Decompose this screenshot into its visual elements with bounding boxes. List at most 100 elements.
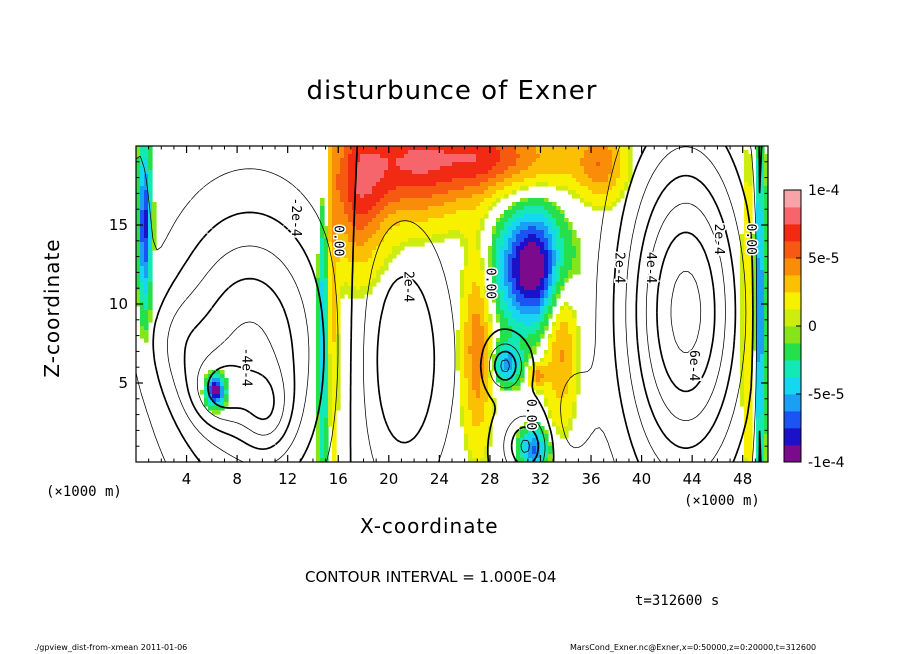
fill-cell	[756, 286, 765, 291]
fill-cell	[336, 310, 341, 315]
fill-cell	[544, 434, 549, 439]
fill-cell	[336, 394, 341, 399]
colorbar-swatch	[784, 445, 801, 463]
fill-cell	[224, 402, 229, 407]
fill-cell	[756, 214, 765, 219]
fill-cell	[504, 374, 513, 379]
x-tick-label: 36	[581, 470, 600, 488]
fill-cell	[616, 182, 625, 187]
fill-cell	[560, 270, 569, 275]
fill-cell	[472, 418, 485, 423]
fill-cell	[468, 242, 477, 247]
fill-cell	[520, 362, 525, 367]
fill-cell	[552, 226, 561, 231]
fill-cell	[316, 274, 321, 279]
fill-cell	[488, 346, 493, 351]
fill-cell	[748, 458, 753, 462]
fill-cell	[548, 442, 553, 447]
fill-cell	[324, 422, 329, 427]
fill-cell	[400, 242, 425, 247]
fill-cell	[476, 246, 481, 251]
fill-cell	[552, 330, 557, 335]
fill-cell	[348, 234, 373, 239]
fill-cell	[764, 454, 768, 459]
fill-cell	[532, 446, 537, 451]
fill-cell	[560, 350, 565, 355]
fill-cell	[484, 314, 489, 319]
fill-cell	[552, 254, 557, 259]
fill-cell	[328, 238, 333, 243]
fill-cell	[444, 202, 481, 207]
fill-cell	[484, 418, 493, 423]
fill-cell	[624, 182, 629, 187]
fill-cell	[136, 274, 141, 279]
fill-cell	[528, 374, 533, 379]
fill-cell	[764, 386, 768, 391]
fill-cell	[464, 254, 469, 259]
fill-cell	[212, 410, 221, 415]
fill-cell	[764, 250, 768, 255]
fill-cell	[320, 250, 325, 255]
fill-cell	[576, 374, 581, 379]
fill-cell	[468, 402, 485, 407]
fill-cell	[576, 250, 581, 255]
fill-cell	[756, 318, 765, 323]
fill-cell	[320, 346, 325, 351]
fill-cell	[516, 374, 525, 379]
fill-cell	[316, 338, 321, 343]
fill-cell	[492, 246, 497, 251]
fill-cell	[332, 402, 337, 407]
fill-cell	[512, 302, 521, 307]
fill-cell	[740, 306, 745, 311]
fill-cell	[140, 202, 145, 207]
fill-cell	[548, 298, 553, 303]
fill-cell	[756, 358, 761, 363]
fill-cell	[544, 454, 549, 459]
fill-cell	[492, 270, 497, 275]
fill-cell	[488, 434, 493, 439]
fill-cell	[324, 338, 329, 343]
fill-cell	[460, 422, 465, 427]
fill-cell	[152, 234, 157, 239]
fill-cell	[520, 198, 529, 203]
fill-cell	[600, 162, 613, 167]
fill-cell	[464, 362, 473, 367]
fill-cell	[488, 314, 493, 319]
fill-cell	[500, 282, 505, 287]
fill-cell	[328, 258, 333, 263]
fill-cell	[356, 178, 381, 183]
fill-cell	[148, 254, 153, 259]
fill-cell	[572, 242, 581, 247]
fill-cell	[324, 334, 329, 339]
colorbar-swatch	[784, 241, 801, 259]
fill-cell	[336, 314, 341, 319]
fill-cell	[528, 446, 533, 451]
fill-cell	[316, 426, 321, 431]
fill-cell	[440, 166, 493, 171]
fill-cell	[144, 266, 149, 271]
fill-cell	[336, 378, 341, 383]
fill-cell	[148, 230, 153, 235]
fill-cell	[484, 406, 493, 411]
fill-cell	[564, 262, 573, 267]
fill-cell	[500, 154, 521, 159]
y-tick-label: 15	[109, 216, 128, 234]
fill-cell	[756, 422, 765, 427]
fill-cell	[524, 442, 529, 447]
fill-cell	[136, 178, 141, 183]
fill-cell	[368, 282, 377, 287]
fill-cell	[544, 286, 549, 291]
fill-cell	[460, 242, 469, 247]
fill-cell	[320, 254, 325, 259]
fill-cell	[744, 354, 753, 359]
fill-cell	[552, 282, 557, 287]
fill-cell	[556, 430, 569, 435]
fill-cell	[384, 238, 409, 243]
fill-cell	[412, 170, 429, 175]
colorbar-swatch	[784, 428, 801, 446]
fill-cell	[516, 202, 553, 207]
fill-cell	[532, 322, 541, 327]
fill-cell	[524, 358, 529, 363]
fill-cell	[336, 266, 381, 271]
fill-cell	[620, 190, 625, 195]
